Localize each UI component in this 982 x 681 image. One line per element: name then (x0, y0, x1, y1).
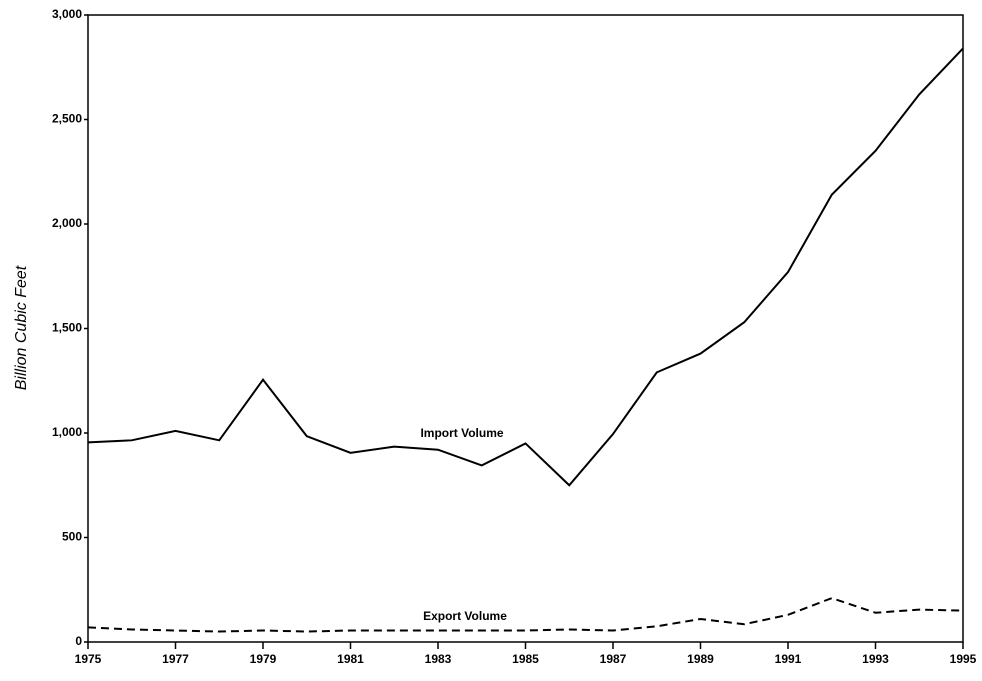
x-tick-label: 1989 (687, 652, 714, 666)
series-line (87, 47, 964, 487)
y-tick-label: 1,500 (52, 321, 82, 335)
x-tick-label: 1985 (512, 652, 539, 666)
plot-frame (87, 14, 964, 643)
series-label: Export Volume (423, 609, 507, 623)
y-tick-label: 500 (62, 530, 82, 544)
x-tick-label: 1983 (425, 652, 452, 666)
x-tick-label: 1975 (75, 652, 102, 666)
x-tick-label: 1993 (862, 652, 889, 666)
x-tick-label: 1991 (775, 652, 802, 666)
series-label: Import Volume (420, 426, 503, 440)
y-tick-label: 2,000 (52, 216, 82, 230)
y-tick-label: 0 (75, 634, 82, 648)
x-tick-label: 1979 (250, 652, 277, 666)
x-tick-label: 1981 (337, 652, 364, 666)
series-line (87, 597, 964, 633)
y-tick-label: 2,500 (52, 112, 82, 126)
x-tick-label: 1977 (162, 652, 189, 666)
x-tick-label: 1995 (950, 652, 977, 666)
x-tick-label: 1987 (600, 652, 627, 666)
y-axis-label: Billion Cubic Feet (13, 265, 30, 390)
y-tick-label: 1,000 (52, 425, 82, 439)
y-tick-label: 3,000 (52, 7, 82, 21)
